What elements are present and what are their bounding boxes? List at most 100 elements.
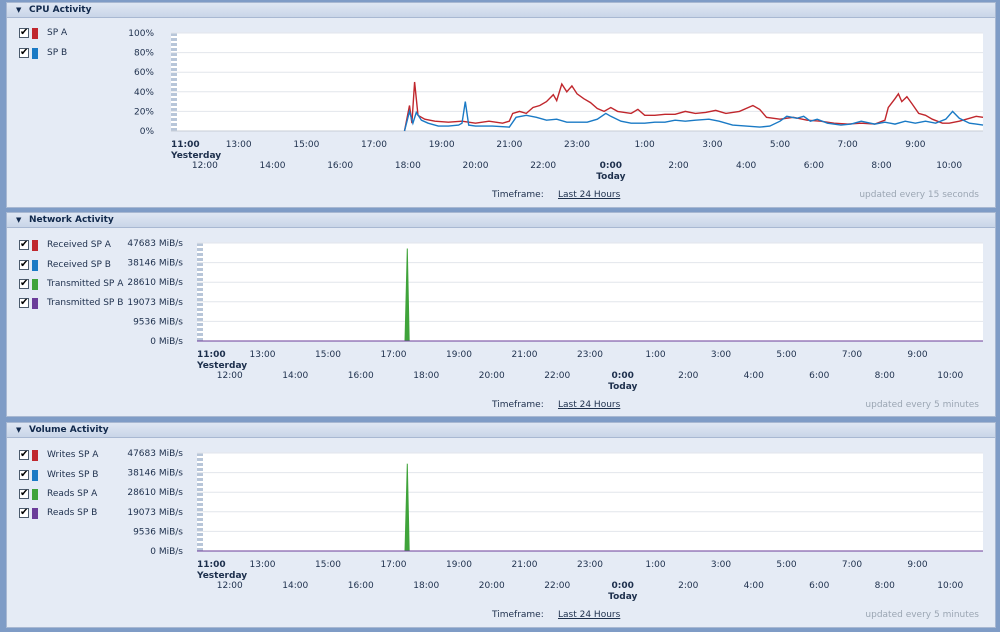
strip-dash bbox=[197, 488, 203, 491]
legend-swatch bbox=[32, 279, 38, 290]
strip-dash bbox=[171, 58, 177, 61]
legend-item-reads-sp-a[interactable]: ✔ Reads SP A bbox=[19, 488, 129, 502]
y-tick-label: 20% bbox=[134, 107, 154, 117]
timeframe-link[interactable]: Last 24 Hours bbox=[558, 400, 621, 410]
strip-dash bbox=[197, 473, 203, 476]
collapse-chevron-icon[interactable]: ▼ bbox=[16, 6, 22, 14]
legend-swatch bbox=[32, 450, 38, 461]
checkbox[interactable]: ✔ bbox=[19, 469, 29, 480]
legend-item-received-sp-b[interactable]: ✔ Received SP B bbox=[19, 259, 129, 273]
legend-item-reads-sp-b[interactable]: ✔ Reads SP B bbox=[19, 507, 129, 521]
strip-dash bbox=[197, 308, 203, 311]
legend-item-transmitted-sp-b[interactable]: ✔ Transmitted SP B bbox=[19, 297, 129, 311]
strip-dash bbox=[197, 263, 203, 266]
checkbox[interactable]: ✔ bbox=[19, 239, 29, 250]
strip-dash bbox=[171, 53, 177, 56]
x-tick-label: 9:00 bbox=[907, 350, 927, 360]
strip-dash bbox=[171, 68, 177, 71]
checkbox[interactable]: ✔ bbox=[19, 507, 29, 518]
x-tick-sublabel: Today bbox=[608, 592, 637, 602]
legend-item-writes-sp-a[interactable]: ✔ Writes SP A bbox=[19, 449, 129, 463]
x-tick-label: 14:00 bbox=[282, 371, 308, 381]
y-tick-label: 60% bbox=[134, 68, 154, 78]
update-interval-text: updated every 5 minutes bbox=[865, 400, 979, 410]
plot-area bbox=[171, 33, 983, 131]
x-tick-label: 11:00 bbox=[197, 350, 226, 360]
panel-header[interactable]: ▼ CPU Activity bbox=[7, 3, 995, 18]
strip-dash bbox=[171, 113, 177, 116]
network-chart: 47683 MiB/s 38146 MiB/s 28610 MiB/s 19073 M… bbox=[127, 239, 983, 392]
x-tick-label: 20:00 bbox=[463, 161, 489, 171]
x-tick-label: 21:00 bbox=[496, 140, 522, 150]
strip-dash bbox=[171, 118, 177, 121]
x-tick-label: 2:00 bbox=[678, 371, 698, 381]
x-tick-label: 23:00 bbox=[577, 560, 603, 570]
x-tick-label: 20:00 bbox=[479, 371, 505, 381]
strip-dash bbox=[197, 483, 203, 486]
x-tick-label: 12:00 bbox=[192, 161, 218, 171]
legend-item-sp-a[interactable]: ✔ SP A bbox=[19, 27, 129, 41]
plot-area bbox=[197, 243, 983, 341]
y-tick-label: 28610 MiB/s bbox=[127, 278, 183, 288]
legend-item-sp-b[interactable]: ✔ SP B bbox=[19, 47, 129, 61]
y-tick-label: 0 MiB/s bbox=[150, 547, 183, 557]
panel-title: CPU Activity bbox=[29, 5, 92, 15]
x-tick-label: 4:00 bbox=[736, 161, 756, 171]
x-tick-label: 18:00 bbox=[413, 581, 439, 591]
strip-dash bbox=[171, 33, 177, 36]
x-tick-label: 22:00 bbox=[530, 161, 556, 171]
y-tick-label: 19073 MiB/s bbox=[127, 298, 183, 308]
x-tick-label: 6:00 bbox=[809, 581, 829, 591]
x-tick-label: 10:00 bbox=[937, 371, 963, 381]
x-tick-label: 14:00 bbox=[260, 161, 286, 171]
checkbox[interactable]: ✔ bbox=[19, 259, 29, 270]
strip-dash bbox=[171, 123, 177, 126]
cpu-activity-panel: ▼ CPU Activity ✔ SP A ✔ SP B 100% 80% 60% 4… bbox=[6, 2, 996, 208]
series-line bbox=[403, 101, 984, 132]
checkbox[interactable]: ✔ bbox=[19, 278, 29, 289]
strip-dash bbox=[197, 313, 203, 316]
x-tick-label: 15:00 bbox=[315, 350, 341, 360]
checkbox[interactable]: ✔ bbox=[19, 488, 29, 499]
checkbox[interactable]: ✔ bbox=[19, 449, 29, 460]
legend-item-transmitted-sp-a[interactable]: ✔ Transmitted SP A bbox=[19, 278, 129, 292]
x-tick-label: 0:00 bbox=[612, 371, 634, 381]
x-tick-label: 4:00 bbox=[744, 581, 764, 591]
collapse-chevron-icon[interactable]: ▼ bbox=[16, 216, 22, 224]
checkbox[interactable]: ✔ bbox=[19, 27, 29, 38]
legend-label: Received SP B bbox=[47, 260, 111, 270]
x-tick-label: 9:00 bbox=[907, 560, 927, 570]
checkbox[interactable]: ✔ bbox=[19, 297, 29, 308]
x-tick-sublabel: Yesterday bbox=[170, 151, 221, 161]
strip-dash bbox=[197, 293, 203, 296]
x-tick-label: 6:00 bbox=[804, 161, 824, 171]
timeframe-link[interactable]: Last 24 Hours bbox=[558, 190, 621, 200]
y-tick-label: 47683 MiB/s bbox=[127, 449, 183, 459]
strip-dash bbox=[171, 88, 177, 91]
checkbox[interactable]: ✔ bbox=[19, 47, 29, 58]
x-tick-label: 6:00 bbox=[809, 371, 829, 381]
legend-item-writes-sp-b[interactable]: ✔ Writes SP B bbox=[19, 469, 129, 483]
x-tick-label: 11:00 bbox=[197, 560, 226, 570]
x-tick-label: 5:00 bbox=[776, 350, 796, 360]
strip-dash bbox=[197, 453, 203, 456]
strip-dash bbox=[171, 38, 177, 41]
strip-dash bbox=[197, 298, 203, 301]
x-tick-label: 10:00 bbox=[937, 581, 963, 591]
strip-dash bbox=[171, 108, 177, 111]
x-tick-label: 15:00 bbox=[315, 560, 341, 570]
panel-header[interactable]: ▼ Volume Activity bbox=[7, 423, 995, 438]
collapse-chevron-icon[interactable]: ▼ bbox=[16, 426, 22, 434]
timeframe-link[interactable]: Last 24 Hours bbox=[558, 610, 621, 620]
x-tick-label: 11:00 bbox=[171, 140, 200, 150]
legend-label: Transmitted SP B bbox=[47, 298, 124, 308]
panel-header[interactable]: ▼ Network Activity bbox=[7, 213, 995, 228]
x-tick-sublabel: Today bbox=[596, 172, 625, 182]
strip-dash bbox=[197, 478, 203, 481]
legend-label: SP A bbox=[47, 28, 68, 38]
legend-label: Received SP A bbox=[47, 240, 111, 250]
strip-dash bbox=[171, 98, 177, 101]
strip-dash bbox=[197, 503, 203, 506]
update-interval-text: updated every 15 seconds bbox=[859, 190, 979, 200]
legend-item-received-sp-a[interactable]: ✔ Received SP A bbox=[19, 239, 129, 253]
